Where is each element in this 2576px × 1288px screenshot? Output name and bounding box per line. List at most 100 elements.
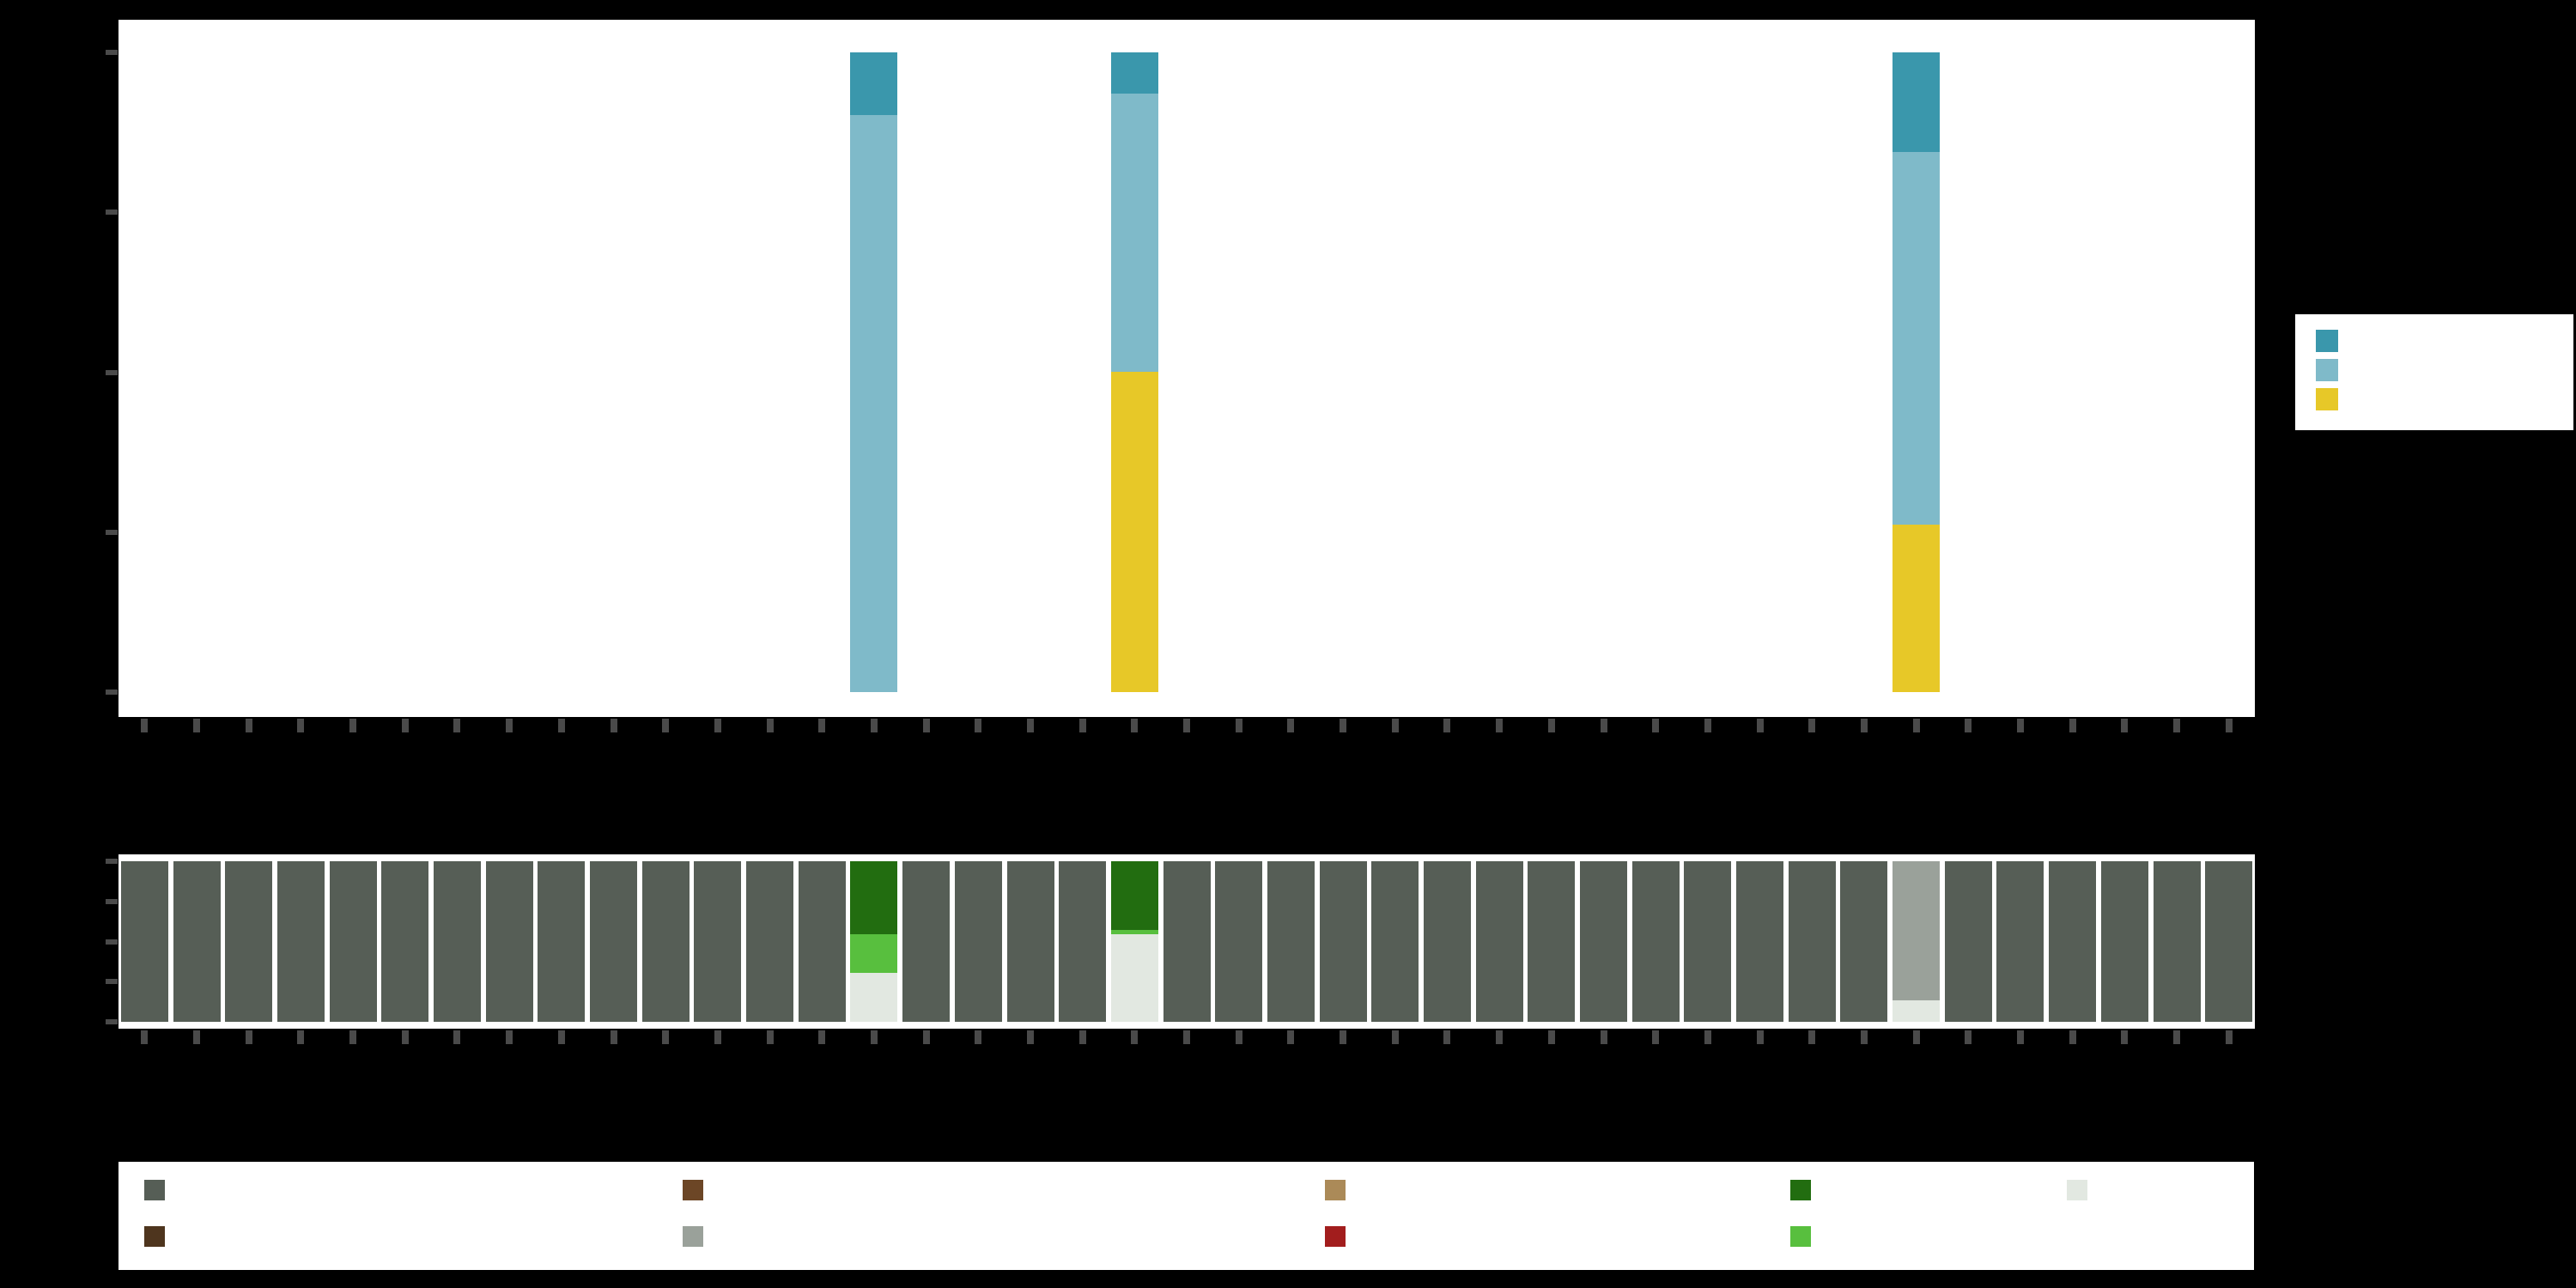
y-axis-tick (106, 898, 118, 904)
bar-segment-2016-8-question-this-year-not-part-of-survey (1788, 861, 1836, 1022)
y-axis-tick (106, 939, 118, 945)
x-axis-tick (714, 1030, 721, 1044)
x-axis-tick (2225, 1030, 2233, 1044)
x-axis-tick (1391, 1030, 1399, 1044)
x-axis-tick (1860, 719, 1868, 732)
x-axis-tick (1652, 719, 1660, 732)
year-bar-1991 (485, 861, 533, 1022)
bar-segment-1992-8-question-this-year-not-part-of-survey (538, 861, 586, 1022)
x-axis-tick (662, 719, 670, 732)
bar-segment-2018-valid-cases (1893, 999, 1941, 1022)
x-axis-tick (1287, 1030, 1295, 1044)
year-bar-2019 (1944, 861, 1992, 1022)
x-axis-tick (1912, 719, 1920, 732)
year-bar-2003 (1110, 52, 1158, 692)
bar-segment-2023-8-question-this-year-not-part-of-survey (2153, 861, 2201, 1022)
legend-swatch-3-implausible-value (1325, 1226, 1346, 1247)
x-axis-tick (506, 1030, 513, 1044)
bar-segment-1998-1-no-answer (850, 934, 898, 973)
bar-segment-1998-2-occasionally (850, 115, 898, 692)
x-axis-tick (1183, 719, 1190, 732)
bar-segment-1988-8-question-this-year-not-part-of-survey (329, 861, 377, 1022)
year-bar-2021 (2049, 861, 2097, 1022)
x-axis-tick (1860, 1030, 1868, 1044)
y-axis-tick (106, 690, 118, 695)
bar-segment-2003-1-regularly (1110, 52, 1158, 94)
bar-segment-1998-1-regularly (850, 52, 898, 115)
x-axis-tick (1756, 1030, 1764, 1044)
x-axis-tick (193, 719, 200, 732)
x-axis-tick (401, 1030, 409, 1044)
year-bar-2023 (2153, 861, 2201, 1022)
year-bar-2022 (2100, 861, 2148, 1022)
missing-data-legend (118, 1162, 2254, 1270)
bar-segment-1998-valid-cases (850, 972, 898, 1022)
y-axis-tick (106, 529, 118, 535)
x-axis-tick (2121, 719, 2129, 732)
x-axis-tick (1078, 1030, 1086, 1044)
bar-segment-2003-3-never (1110, 372, 1158, 692)
x-axis-tick (922, 719, 930, 732)
y-axis-tick (106, 50, 118, 55)
bar-segment-2000-8-question-this-year-not-part-of-survey (954, 861, 1002, 1022)
bar-segment-1995-8-question-this-year-not-part-of-survey (694, 861, 742, 1022)
x-axis-tick (193, 1030, 200, 1044)
x-axis-tick (662, 1030, 670, 1044)
x-axis-tick (975, 719, 982, 732)
bar-segment-1996-8-question-this-year-not-part-of-survey (746, 861, 793, 1022)
bar-segment-2001-8-question-this-year-not-part-of-survey (1006, 861, 1054, 1022)
bar-segment-2011-8-question-this-year-not-part-of-survey (1528, 861, 1576, 1022)
x-axis-tick (1131, 719, 1139, 732)
year-bar-1998 (850, 861, 898, 1022)
bar-segment-2009-8-question-this-year-not-part-of-survey (1423, 861, 1471, 1022)
year-bar-2018 (1893, 861, 1941, 1022)
x-axis-tick (1340, 719, 1346, 732)
x-axis-tick (2069, 1030, 2076, 1044)
x-axis-tick (2225, 719, 2233, 732)
y-axis-tick (106, 859, 118, 864)
year-bar-2016 (1788, 861, 1836, 1022)
year-bar-2011 (1528, 861, 1576, 1022)
bar-segment-2012-8-question-this-year-not-part-of-survey (1580, 861, 1627, 1022)
year-bar-2017 (1840, 861, 1888, 1022)
bar-segment-2021-8-question-this-year-not-part-of-survey (2049, 861, 2097, 1022)
year-bar-1986 (225, 861, 273, 1022)
bar-segment-2019-8-question-this-year-not-part-of-survey (1944, 861, 1992, 1022)
bar-segment-1989-8-question-this-year-not-part-of-survey (381, 861, 429, 1022)
x-axis-tick (2173, 1030, 2180, 1044)
bar-segment-1997-8-question-this-year-not-part-of-survey (798, 861, 846, 1022)
x-axis-tick (1443, 1030, 1451, 1044)
year-bar-1985 (173, 861, 221, 1022)
year-bar-2002 (1059, 861, 1107, 1022)
y-axis-tick (106, 1019, 118, 1024)
bar-segment-2014-8-question-this-year-not-part-of-survey (1684, 861, 1732, 1022)
x-axis-tick (557, 719, 565, 732)
x-axis-tick (401, 719, 409, 732)
x-axis-tick (766, 1030, 774, 1044)
y-axis-tick (106, 979, 118, 985)
x-axis-tick (1027, 1030, 1034, 1044)
bar-segment-2015-8-question-this-year-not-part-of-survey (1736, 861, 1783, 1022)
year-bar-2001 (1006, 861, 1054, 1022)
x-axis-tick (766, 719, 774, 732)
x-axis-tick (818, 719, 826, 732)
x-axis-tick (141, 1030, 149, 1044)
bar-segment-2018-1-regularly (1893, 52, 1941, 153)
year-bar-1994 (641, 861, 690, 1022)
bar-segment-1994-8-question-this-year-not-part-of-survey (641, 861, 690, 1022)
x-axis-tick (297, 1030, 305, 1044)
x-axis-tick (1965, 719, 1972, 732)
year-bar-1988 (329, 861, 377, 1022)
year-bar-2005 (1215, 861, 1263, 1022)
x-axis-tick (922, 1030, 930, 1044)
year-bar-1996 (746, 861, 793, 1022)
x-axis-tick (2069, 719, 2076, 732)
x-axis-tick (245, 1030, 252, 1044)
bar-segment-1990-8-question-this-year-not-part-of-survey (433, 861, 481, 1022)
year-bar-1997 (798, 861, 846, 1022)
x-axis-tick (1078, 719, 1086, 732)
x-axis-tick (1496, 719, 1504, 732)
bar-segment-1991-8-question-this-year-not-part-of-survey (485, 861, 533, 1022)
year-bar-2018 (1893, 52, 1941, 692)
